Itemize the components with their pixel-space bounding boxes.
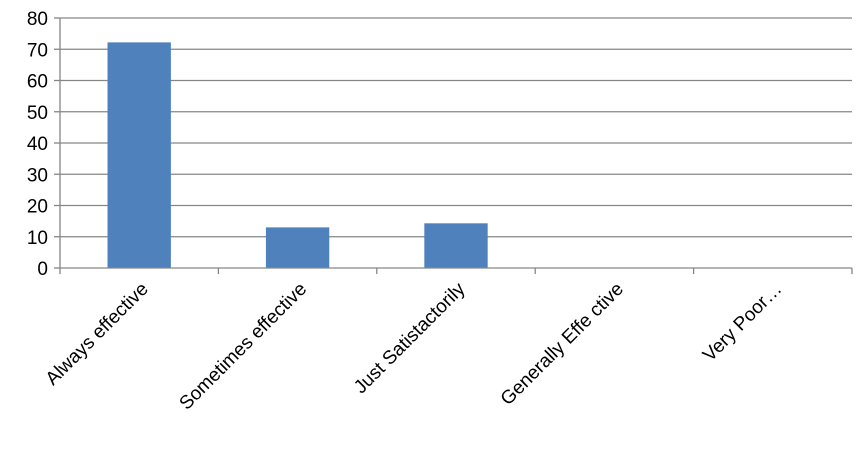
y-tick-label-0: 0 <box>37 259 48 280</box>
x-category-label-4: Very Poor… <box>699 279 786 366</box>
y-tick-label-70: 70 <box>27 40 48 61</box>
x-category-label-1: Sometimes effective <box>176 279 312 415</box>
bars <box>107 42 488 268</box>
y-tick-label-10: 10 <box>27 228 48 249</box>
y-tick-label-20: 20 <box>27 197 48 218</box>
x-category-label-0: Always effective <box>42 279 153 390</box>
x-category-label-3: Generally Effe ctive <box>497 279 628 410</box>
bar-1 <box>265 227 330 268</box>
x-category-label-2: Just Satistactorily <box>350 278 470 398</box>
bar-2 <box>424 223 488 268</box>
bar-0 <box>107 42 171 268</box>
y-tick-label-50: 50 <box>27 103 48 124</box>
y-tick-label-30: 30 <box>27 165 48 186</box>
axes <box>54 17 853 274</box>
x-category-labels: Always effective Sometimes effective Just … <box>42 278 787 414</box>
y-tick-label-40: 40 <box>27 134 48 155</box>
y-tick-labels: 0 10 20 30 40 50 60 70 80 <box>27 9 48 280</box>
y-tick-label-60: 60 <box>27 72 48 93</box>
grid-lines <box>60 17 852 238</box>
y-tick-label-80: 80 <box>27 9 48 30</box>
